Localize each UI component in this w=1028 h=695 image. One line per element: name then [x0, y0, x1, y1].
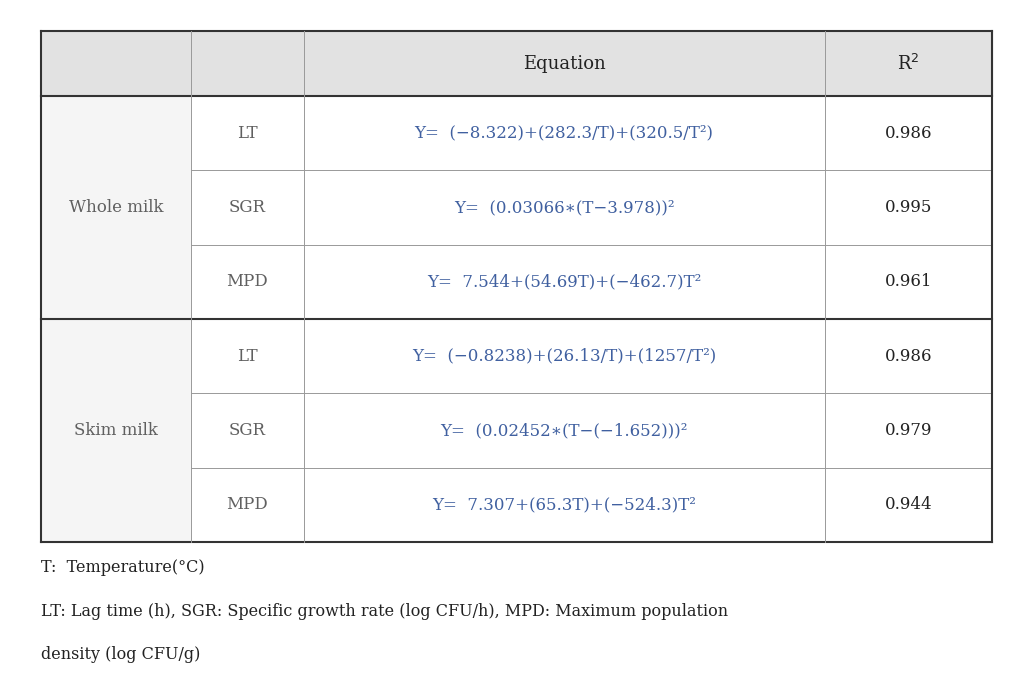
Text: 0.986: 0.986	[884, 348, 932, 365]
Text: density (log CFU/g): density (log CFU/g)	[41, 646, 200, 662]
Text: Y=  (0.02452∗(T−(−1.652)))²: Y= (0.02452∗(T−(−1.652)))²	[440, 422, 688, 439]
Text: T:  Temperature(°C): T: Temperature(°C)	[41, 559, 205, 576]
Text: Y=  7.307+(65.3T)+(−524.3)T²: Y= 7.307+(65.3T)+(−524.3)T²	[432, 496, 696, 514]
Text: 0.986: 0.986	[884, 124, 932, 142]
Text: Whole milk: Whole milk	[69, 199, 163, 216]
Text: 0.979: 0.979	[884, 422, 932, 439]
Text: LT: LT	[237, 348, 258, 365]
Text: Y=  (−8.322)+(282.3/T)+(320.5/T²): Y= (−8.322)+(282.3/T)+(320.5/T²)	[414, 124, 713, 142]
Text: 0.995: 0.995	[885, 199, 932, 216]
Text: SGR: SGR	[229, 422, 266, 439]
Text: Skim milk: Skim milk	[74, 422, 158, 439]
Text: Y=  (−0.8238)+(26.13/T)+(1257/T²): Y= (−0.8238)+(26.13/T)+(1257/T²)	[412, 348, 717, 365]
Text: R$^{2}$: R$^{2}$	[897, 54, 920, 74]
Text: Equation: Equation	[523, 55, 605, 72]
Text: LT: LT	[237, 124, 258, 142]
Text: Y=  7.544+(54.69T)+(−462.7)T²: Y= 7.544+(54.69T)+(−462.7)T²	[427, 273, 701, 291]
Text: MPD: MPD	[226, 496, 268, 514]
Text: SGR: SGR	[229, 199, 266, 216]
Text: 0.961: 0.961	[884, 273, 932, 291]
Text: LT: Lag time (h), SGR: Specific growth rate (log CFU/h), MPD: Maximum population: LT: Lag time (h), SGR: Specific growth r…	[41, 603, 728, 619]
Text: Y=  (0.03066∗(T−3.978))²: Y= (0.03066∗(T−3.978))²	[454, 199, 674, 216]
Text: 0.944: 0.944	[884, 496, 932, 514]
Text: MPD: MPD	[226, 273, 268, 291]
